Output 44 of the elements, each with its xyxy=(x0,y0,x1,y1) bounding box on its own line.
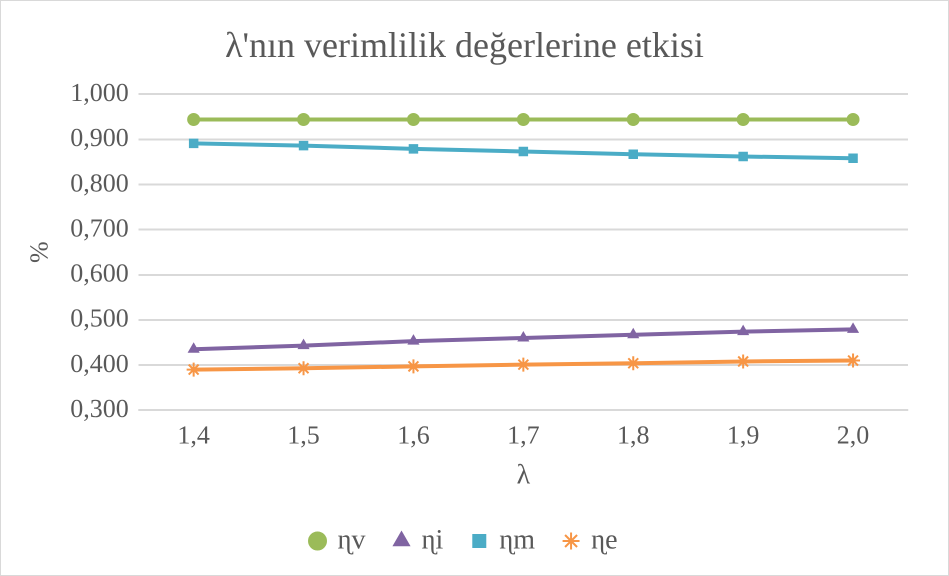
x-tick-label: 2,0 xyxy=(836,420,870,450)
legend-label: ɳm xyxy=(499,524,536,556)
y-tick-label: 0,800 xyxy=(70,168,129,198)
point xyxy=(845,352,862,369)
point xyxy=(846,112,860,126)
point xyxy=(516,112,530,126)
point xyxy=(408,334,420,345)
chart-title: λ'nın verimlilik değerlerine etkisi xyxy=(225,25,704,66)
point xyxy=(518,331,530,342)
y-tick-label: 0,400 xyxy=(70,348,129,378)
point xyxy=(187,112,200,126)
y-tick-label: 0,600 xyxy=(70,258,129,288)
point xyxy=(298,140,308,150)
y-axis-title: % xyxy=(24,241,54,264)
point xyxy=(408,144,418,154)
point xyxy=(738,152,748,162)
point xyxy=(626,112,640,126)
point xyxy=(628,150,638,159)
point xyxy=(848,154,858,164)
point xyxy=(298,339,310,350)
point xyxy=(406,112,420,126)
y-tick-label: 0,300 xyxy=(70,394,129,424)
x-tick-label: 1,4 xyxy=(177,420,210,450)
y-tick-label: 1,000 xyxy=(70,78,129,108)
x-axis-title: λ xyxy=(516,460,531,491)
point xyxy=(847,322,859,333)
x-tick-label: 1,8 xyxy=(617,420,650,450)
x-tick-label: 1,5 xyxy=(287,420,320,450)
y-tick-label: 0,900 xyxy=(70,123,129,152)
point xyxy=(297,112,310,126)
legend-label: ɳe xyxy=(591,524,618,556)
point xyxy=(188,138,198,148)
point xyxy=(737,325,749,336)
point xyxy=(518,146,528,156)
x-tick-label: 1,6 xyxy=(397,420,430,450)
legend-label: ɳv xyxy=(338,524,366,556)
point xyxy=(736,112,750,126)
y-tick-label: 0,500 xyxy=(70,304,129,333)
legend-label: ɳi xyxy=(422,524,444,556)
y-tick-label: 0,700 xyxy=(70,213,129,242)
x-tick-label: 1,9 xyxy=(726,420,760,450)
point xyxy=(628,328,639,338)
point xyxy=(188,342,200,353)
x-tick-label: 1,7 xyxy=(507,420,540,450)
